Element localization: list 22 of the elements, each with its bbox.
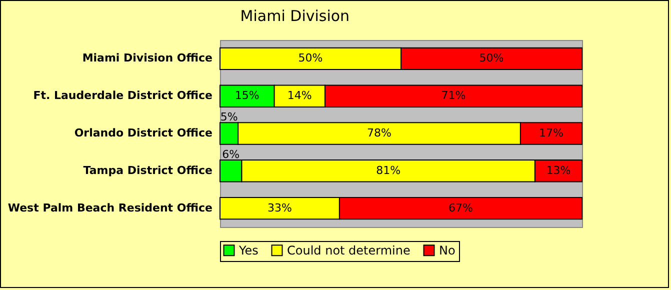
y-tick-label: Orlando District Office bbox=[74, 126, 212, 140]
data-label: 71% bbox=[441, 89, 466, 102]
data-label: 33% bbox=[268, 201, 292, 214]
data-label: 50% bbox=[479, 52, 504, 65]
data-label: 17% bbox=[539, 126, 564, 140]
data-label: 78% bbox=[367, 126, 392, 140]
data-label: 13% bbox=[546, 164, 571, 177]
legend-label: No bbox=[439, 243, 456, 258]
chart-title: Miami Division bbox=[240, 7, 350, 25]
data-label: 5% bbox=[220, 110, 238, 124]
y-tick-label: Ft. Lauderdale District Office bbox=[33, 89, 212, 102]
legend-label: Yes bbox=[238, 243, 258, 258]
y-tick-label: Tampa District Office bbox=[83, 164, 212, 177]
data-label: 50% bbox=[298, 52, 323, 65]
data-label: 14% bbox=[287, 89, 312, 102]
y-tick-label: West Palm Beach Resident Office bbox=[8, 201, 212, 214]
data-label: 15% bbox=[234, 89, 260, 102]
legend-label: Could not determine bbox=[287, 243, 410, 258]
y-tick-label: Miami Division Office bbox=[82, 52, 212, 65]
data-label: 81% bbox=[376, 164, 401, 177]
data-label: 6% bbox=[222, 148, 240, 161]
data-label: 67% bbox=[448, 201, 473, 214]
